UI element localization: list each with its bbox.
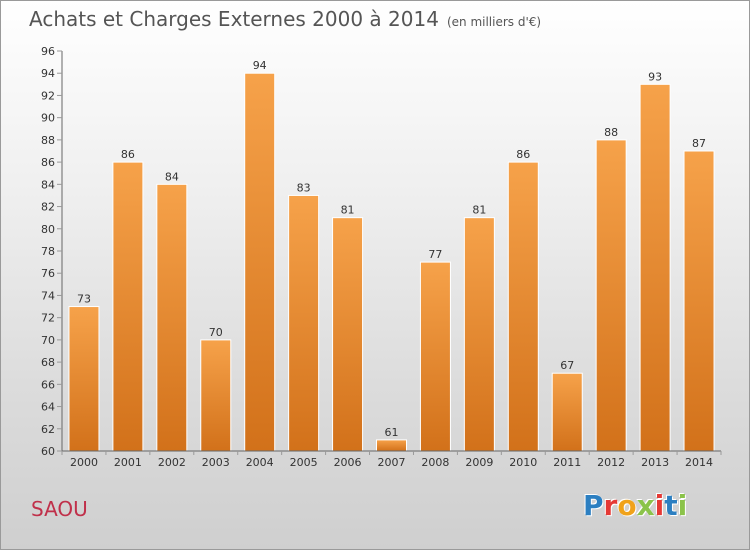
bars-group xyxy=(68,72,715,452)
x-tick-label: 2013 xyxy=(641,456,669,469)
data-labels-group: 73 86 84 70 94 83 81 61 77 81 86 67 88 93 87 xyxy=(77,59,706,439)
y-tick-label: 74 xyxy=(41,289,55,302)
chart-title: Achats et Charges Externes 2000 à 2014 (e… xyxy=(29,7,541,31)
bar-2006 xyxy=(332,217,364,452)
data-label-2005: 83 xyxy=(297,181,311,194)
x-tick-label: 2002 xyxy=(158,456,186,469)
y-tick-label: 72 xyxy=(41,312,55,325)
logo-letter: i xyxy=(677,489,688,522)
data-label-2007: 61 xyxy=(385,426,399,439)
logo-letter: P xyxy=(583,489,604,522)
data-label-2001: 86 xyxy=(121,148,135,161)
logo-letter: x xyxy=(636,489,655,522)
data-label-2009: 81 xyxy=(472,204,486,217)
logo-letter: r xyxy=(603,489,618,522)
bar-2008 xyxy=(419,261,451,452)
y-tick-label: 68 xyxy=(41,356,55,369)
y-tick-label: 66 xyxy=(41,378,55,391)
y-tick-label: 96 xyxy=(41,45,55,58)
y-tick-label: 82 xyxy=(41,201,55,214)
bar-2002 xyxy=(156,183,188,452)
bar-2013 xyxy=(639,83,671,452)
y-tick-label: 62 xyxy=(41,423,55,436)
data-label-2004: 94 xyxy=(253,59,267,72)
bar-2000 xyxy=(68,306,100,452)
x-tick-label: 2004 xyxy=(246,456,274,469)
bar-2003 xyxy=(200,339,232,452)
logo-letter: t xyxy=(664,489,678,522)
data-label-2003: 70 xyxy=(209,326,223,339)
data-label-2006: 81 xyxy=(341,204,355,217)
x-tick-label: 2010 xyxy=(509,456,537,469)
data-label-2012: 88 xyxy=(604,126,618,139)
y-tick-label: 84 xyxy=(41,178,55,191)
y-tick-label: 86 xyxy=(41,156,55,169)
data-label-2002: 84 xyxy=(165,170,179,183)
x-tick-label: 2014 xyxy=(685,456,713,469)
bar-2009 xyxy=(463,217,495,452)
bar-2007 xyxy=(376,439,407,452)
data-label-2014: 87 xyxy=(692,137,706,150)
bar-2004 xyxy=(244,72,276,452)
x-tick-label: 2001 xyxy=(114,456,142,469)
chart-title-unit: (en milliers d'€) xyxy=(446,15,542,29)
x-tick-label: 2008 xyxy=(421,456,449,469)
bar-2011 xyxy=(551,372,583,452)
x-tick-label: 2009 xyxy=(465,456,493,469)
x-tick-label: 2003 xyxy=(202,456,230,469)
x-tick-label: 2012 xyxy=(597,456,625,469)
data-label-2013: 93 xyxy=(648,70,662,83)
y-tick-label: 92 xyxy=(41,89,55,102)
commune-name: SAOU xyxy=(31,497,88,521)
bar-2005 xyxy=(288,194,320,452)
bar-2012 xyxy=(595,139,627,452)
y-tick-label: 80 xyxy=(41,223,55,236)
y-tick-label: 60 xyxy=(41,445,55,458)
y-tick-label: 90 xyxy=(41,112,55,125)
y-axis: 60 62 64 66 68 70 72 74 76 78 80 82 84 86 88 90 92 94 96 xyxy=(41,45,63,458)
y-tick-label: 88 xyxy=(41,134,55,147)
x-tick-label: 2005 xyxy=(290,456,318,469)
logo-letter: i xyxy=(654,489,665,522)
logo-letter: o xyxy=(617,489,637,522)
y-tick-label: 94 xyxy=(41,67,55,80)
y-tick-label: 78 xyxy=(41,245,55,258)
x-tick-label: 2011 xyxy=(553,456,581,469)
proxiti-logo[interactable]: Proxiti xyxy=(583,489,687,522)
y-tick-label: 64 xyxy=(41,401,55,414)
y-tick-label: 70 xyxy=(41,334,55,347)
x-axis: 2000 2001 2002 2003 2004 2005 2006 2007 2008 2009… xyxy=(61,450,722,469)
bar-2014 xyxy=(683,150,715,452)
data-label-2010: 86 xyxy=(516,148,530,161)
bar-2001 xyxy=(112,161,144,452)
bar-2010 xyxy=(507,161,539,452)
x-tick-label: 2006 xyxy=(334,456,362,469)
y-tick-label: 76 xyxy=(41,267,55,280)
data-label-2000: 73 xyxy=(77,293,91,306)
data-label-2011: 67 xyxy=(560,359,574,372)
x-tick-label: 2000 xyxy=(70,456,98,469)
x-tick-label: 2007 xyxy=(378,456,406,469)
data-label-2008: 77 xyxy=(428,248,442,261)
chart-title-main: Achats et Charges Externes 2000 à 2014 xyxy=(29,7,439,31)
